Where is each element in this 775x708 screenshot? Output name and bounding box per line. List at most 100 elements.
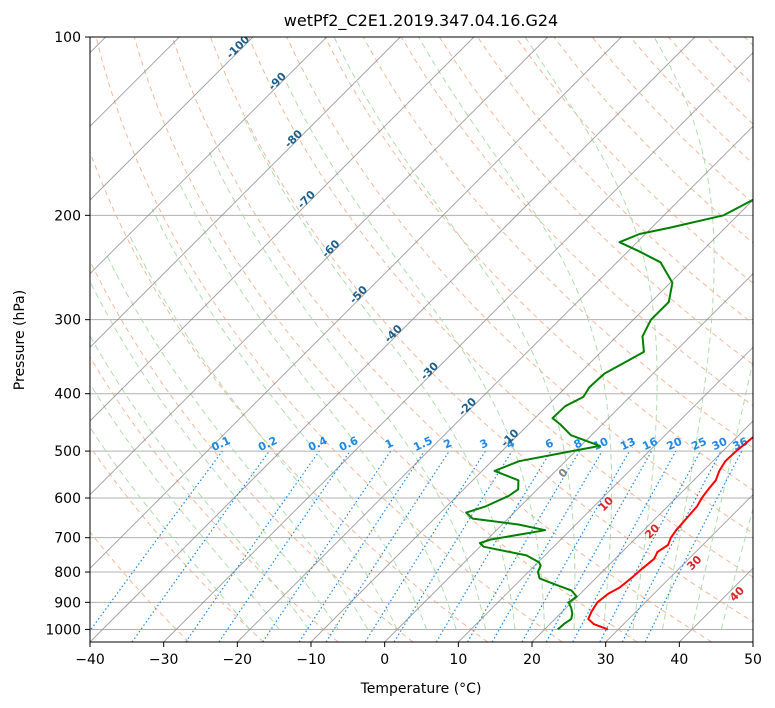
dry-adiabat <box>248 37 753 578</box>
dry-adiabat <box>515 37 753 284</box>
mixing-ratio-label: 10 <box>591 435 611 453</box>
x-tick-label: 50 <box>744 652 762 668</box>
y-tick-label: 200 <box>54 208 81 224</box>
mixing-ratio-line <box>599 450 702 642</box>
dry-adiabat <box>90 356 339 642</box>
mixing-ratio-label: 16 <box>640 435 660 453</box>
isotherm <box>531 420 753 642</box>
isotherm-label: -90 <box>266 70 289 93</box>
mixing-ratio-label: 36 <box>731 435 751 453</box>
isotherm <box>90 37 475 422</box>
mixing-ratio-label: 2 <box>442 436 454 451</box>
mixing-ratio-label: 1 <box>383 436 395 451</box>
x-tick-label: 40 <box>670 652 688 668</box>
isotherm-label: -20 <box>456 395 479 418</box>
isotherm <box>90 37 328 275</box>
isotherm <box>605 493 753 642</box>
mixing-ratio-label: 30 <box>710 435 730 453</box>
mixing-ratio-line <box>521 450 631 642</box>
dry-adiabat <box>477 37 753 325</box>
moist-adiabat <box>333 37 576 630</box>
isotherm <box>90 37 549 496</box>
moist-adiabat <box>104 251 369 630</box>
plot-frame <box>89 36 754 643</box>
mixing-ratio-label: 3 <box>478 436 490 451</box>
x-tick-label: 10 <box>449 652 467 668</box>
isotherm <box>236 125 753 642</box>
y-tick-label: 900 <box>54 595 81 611</box>
mixing-ratio-label: 20 <box>665 435 685 453</box>
moist-adiabat-label: 40 <box>727 584 747 604</box>
mixing-ratio-line <box>298 450 425 642</box>
chart-title: wetPf2_C2E1.2019.347.04.16.G24 <box>284 11 558 31</box>
dewpoint-profile-line <box>465 198 753 631</box>
moist-adiabat-label: 30 <box>684 553 704 573</box>
moist-adiabat <box>90 426 251 630</box>
mixing-ratio-line <box>644 450 743 642</box>
dry-adiabat <box>95 37 563 642</box>
dry-adiabat <box>90 445 264 642</box>
isotherm-label: -60 <box>319 237 342 260</box>
isotherm <box>384 272 753 642</box>
dry-adiabat <box>668 37 753 125</box>
isotherm-label: -10 <box>498 426 521 449</box>
y-tick-label: 100 <box>54 30 81 46</box>
isotherm <box>163 51 753 642</box>
y-tick-label: 300 <box>54 313 81 329</box>
isotherm <box>90 37 622 570</box>
x-tick-label: 20 <box>523 652 541 668</box>
moist-adiabat <box>524 37 658 630</box>
isotherm <box>310 199 753 642</box>
dry-adiabat <box>90 150 488 642</box>
mixing-ratio-line <box>218 450 351 642</box>
plot-area: 0.1 0.2 0.4 0.6 1 1.5 2 3 4 6 8 10 13 16 20 25 30 36-100-… <box>90 37 753 642</box>
x-tick-label: −40 <box>75 652 105 668</box>
y-tick-label: 700 <box>54 531 81 547</box>
y-tick-label: 500 <box>54 444 81 460</box>
mixing-ratio-line <box>364 450 486 642</box>
mixing-ratio-line <box>572 450 677 642</box>
isotherm <box>90 37 254 201</box>
moist-adiabat <box>90 382 280 630</box>
mixing-ratio-line <box>435 450 552 642</box>
dry-adiabat <box>438 37 753 366</box>
isotherm <box>457 346 753 642</box>
moist-adiabat <box>177 180 457 630</box>
x-tick-label: −10 <box>296 652 326 668</box>
mixing-ratio-line <box>90 450 223 632</box>
mixing-ratio-label: 13 <box>618 435 637 453</box>
isotherm-label: -30 <box>418 359 441 382</box>
moist-adiabat <box>720 506 753 630</box>
isotherm <box>678 567 753 642</box>
isotherm-label: -70 <box>295 188 318 211</box>
mixing-ratio-line <box>262 450 392 642</box>
dry-adiabat <box>171 37 712 642</box>
dry-adiabat <box>210 37 753 623</box>
mixing-ratio-line <box>393 450 513 642</box>
mixing-ratio-line <box>185 450 320 642</box>
x-tick-label: −30 <box>149 652 179 668</box>
dry-adiabat <box>591 37 753 204</box>
isotherm <box>90 37 401 349</box>
mixing-ratio-label: 6 <box>543 436 556 451</box>
y-tick-label: 600 <box>54 491 81 507</box>
x-axis-title: Temperature (°C) <box>360 681 482 697</box>
x-tick-label: 0 <box>380 652 389 668</box>
x-tick-label: 30 <box>597 652 615 668</box>
mixing-ratio-line <box>325 450 450 642</box>
dry-adiabat <box>706 37 753 86</box>
dry-adiabat <box>400 37 753 407</box>
y-tick-label: 400 <box>54 387 81 403</box>
moist-adiabat <box>691 358 753 630</box>
dry-adiabat <box>90 531 190 642</box>
dry-adiabat <box>90 259 414 642</box>
moist-adiabat <box>90 334 310 630</box>
moist-adiabat <box>151 208 428 630</box>
dry-adiabat <box>744 37 753 47</box>
moist-adiabat <box>281 72 546 630</box>
moist-adiabat <box>90 280 339 630</box>
moist-adiabat <box>128 233 398 630</box>
moist-adiabat <box>418 37 613 630</box>
isotherm-label: -80 <box>282 127 305 150</box>
mixing-ratio-line <box>545 450 653 642</box>
